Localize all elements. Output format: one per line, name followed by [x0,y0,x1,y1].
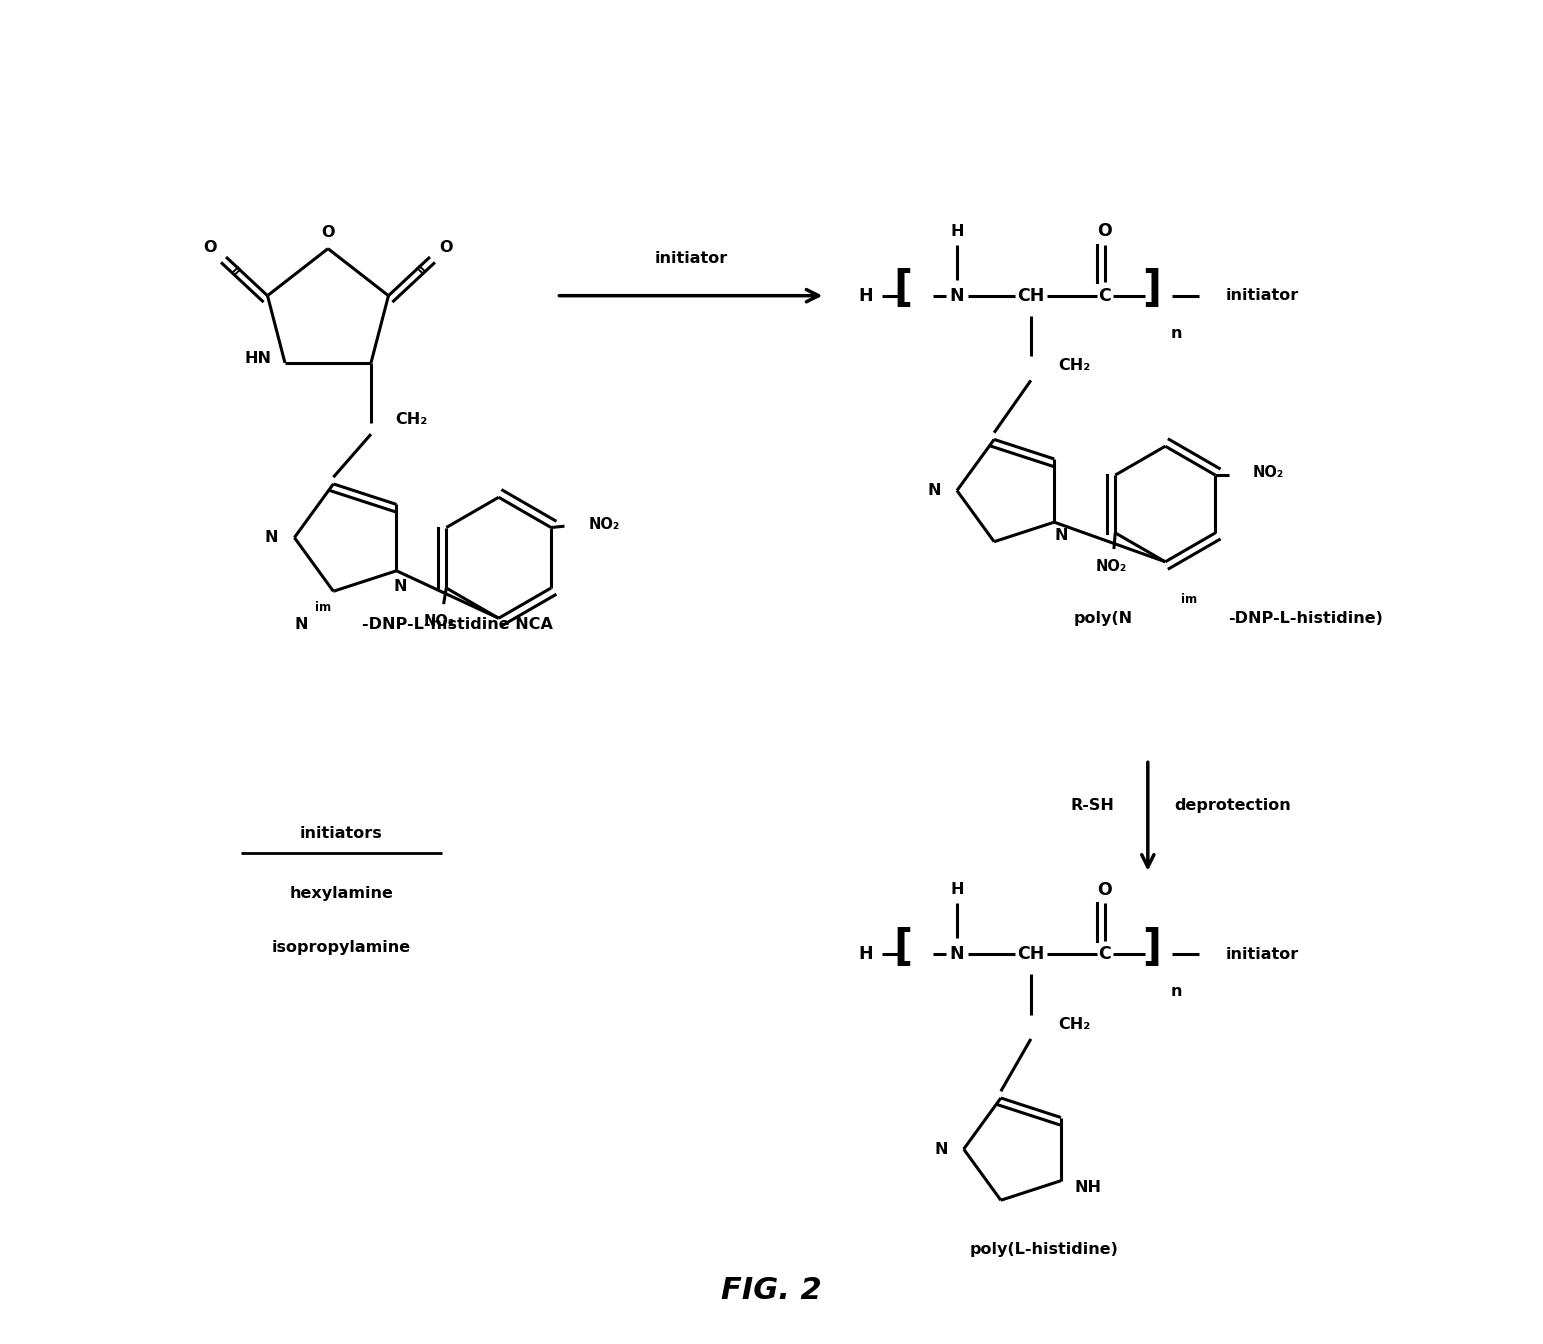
Text: N: N [265,530,278,546]
Text: -DNP-L-histidine NCA: -DNP-L-histidine NCA [361,617,552,633]
Text: O: O [1097,880,1113,899]
Text: NO₂: NO₂ [424,614,455,629]
Text: N: N [934,1141,947,1157]
Text: isopropylamine: isopropylamine [272,939,410,956]
Text: hexylamine: hexylamine [290,886,393,902]
Text: CH: CH [1017,945,1045,964]
Text: deprotection: deprotection [1174,798,1291,813]
Text: N: N [949,945,964,964]
Text: C: C [1099,945,1111,964]
Text: [: [ [893,926,913,969]
Text: im: im [1182,593,1197,606]
Text: [: [ [893,267,913,310]
Text: FIG. 2: FIG. 2 [721,1275,822,1305]
Text: N: N [949,286,964,305]
Text: =: = [410,261,429,280]
Text: H: H [858,286,873,305]
Text: initiator: initiator [1225,946,1299,962]
Text: H: H [950,882,964,898]
Text: n: n [1170,984,1182,1000]
Text: NO₂: NO₂ [589,517,620,532]
Text: N: N [1054,528,1068,543]
Text: =: = [227,261,247,280]
Text: NO₂: NO₂ [1096,559,1126,574]
Text: ]: ] [1142,267,1162,310]
Text: O: O [440,239,454,255]
Text: H: H [950,223,964,239]
Text: R-SH: R-SH [1071,798,1114,813]
Text: initiators: initiators [299,825,383,841]
Text: CH₂: CH₂ [1058,1016,1089,1032]
Text: O: O [1097,222,1113,241]
Text: H: H [858,945,873,964]
Text: O: O [321,224,335,241]
Text: ]: ] [1142,926,1162,969]
Text: initiator: initiator [1225,288,1299,304]
Text: HN: HN [244,351,272,367]
Text: CH₂: CH₂ [395,411,427,427]
Text: poly(L-histidine): poly(L-histidine) [971,1242,1119,1258]
Text: C: C [1099,286,1111,305]
Text: poly(N: poly(N [1074,610,1133,626]
Text: N: N [927,482,941,499]
Text: im: im [315,601,330,614]
Text: -DNP-L-histidine): -DNP-L-histidine) [1228,610,1384,626]
Text: initiator: initiator [654,250,727,266]
Text: NO₂: NO₂ [1253,465,1284,480]
Text: N: N [393,579,407,594]
Text: CH: CH [1017,286,1045,305]
Text: n: n [1170,325,1182,341]
Text: NH: NH [1074,1180,1102,1195]
Text: O: O [204,239,216,255]
Text: N: N [295,617,307,633]
Text: CH₂: CH₂ [1058,358,1089,374]
